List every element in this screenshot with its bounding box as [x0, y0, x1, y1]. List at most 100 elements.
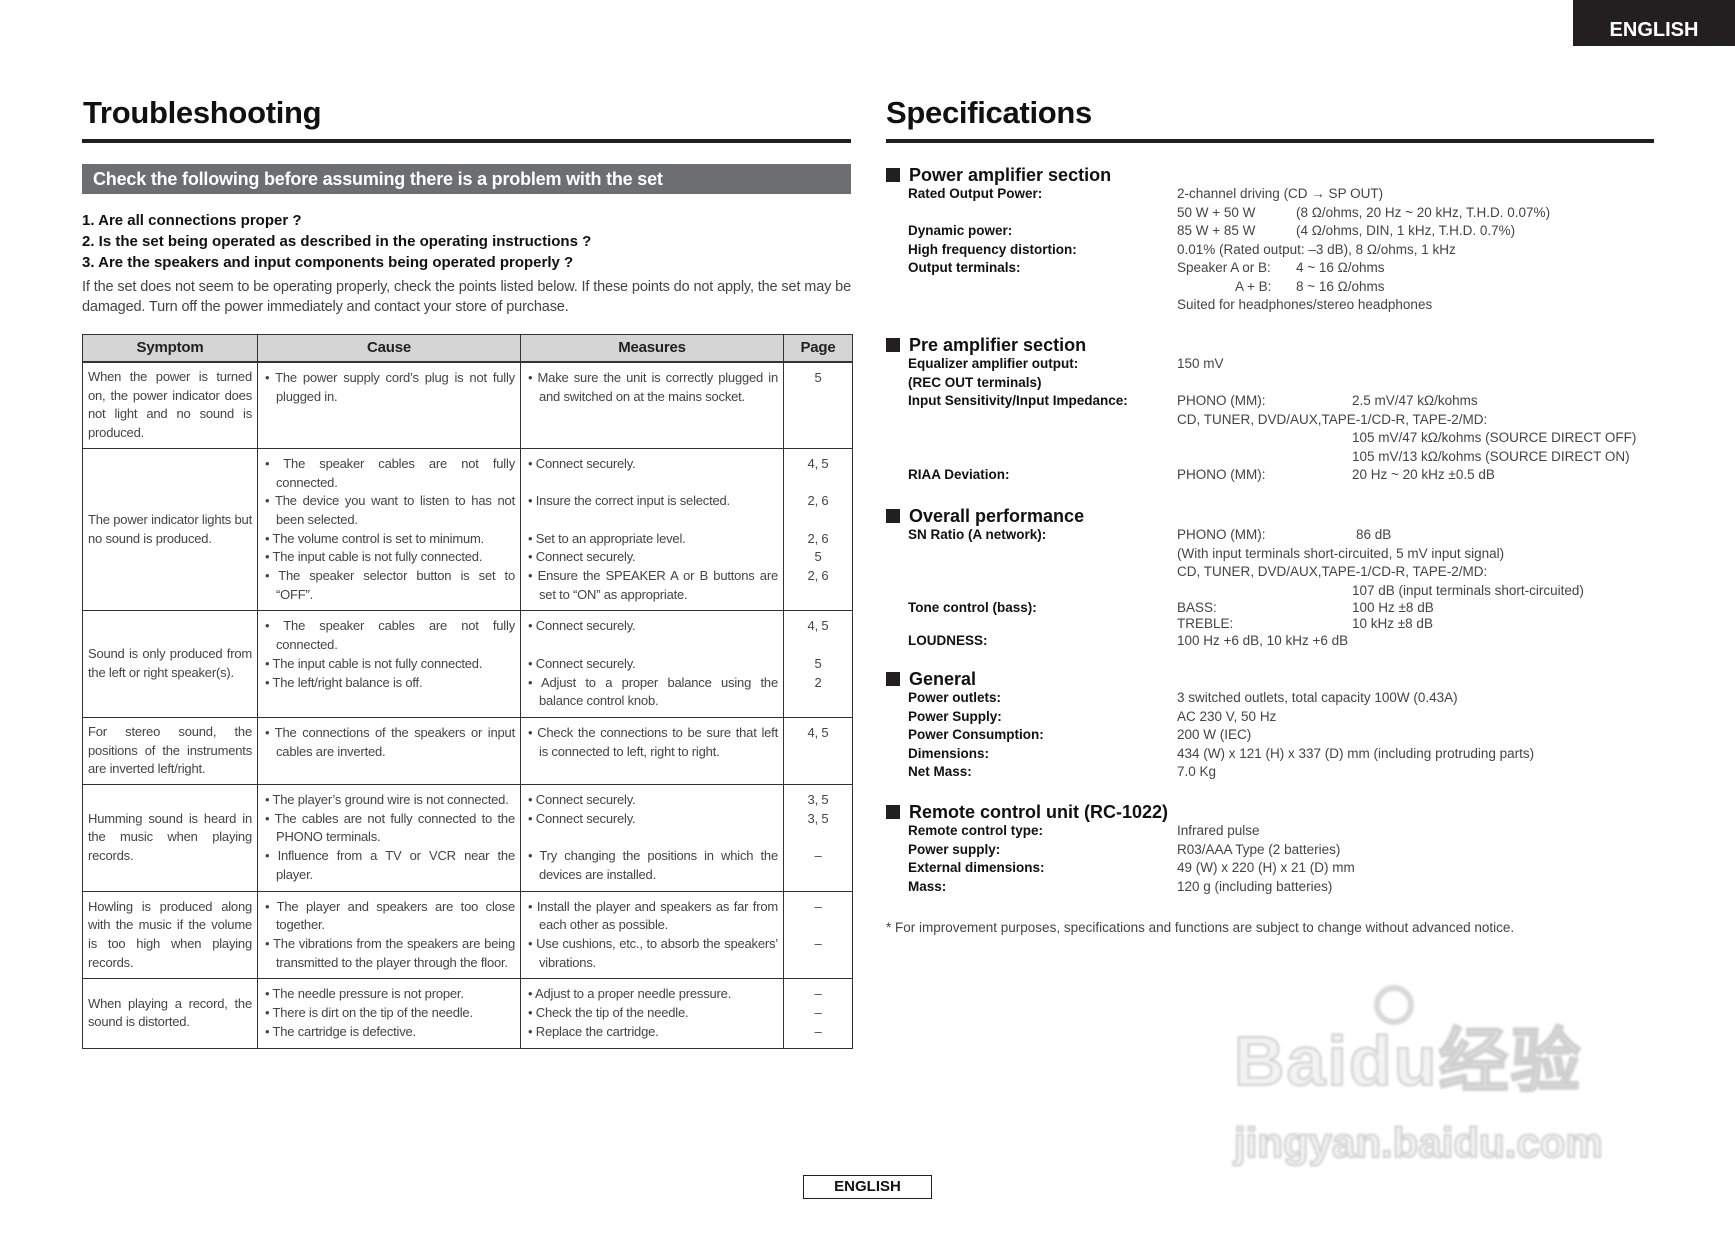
spec-label: Power outlets:: [908, 690, 1002, 705]
baidu-watermark: Baidu经验 jingyan.baidu.com: [1233, 985, 1654, 1180]
cause-cell: • The cables are not fully connected to …: [258, 809, 521, 848]
cause-cell: • The speaker selector button is set to …: [258, 567, 521, 611]
measure-cell: • Adjust to a proper balance using the b…: [521, 673, 784, 717]
measure-cell: • Connect securely.: [521, 785, 784, 810]
section-heading: Power amplifier section: [886, 165, 1706, 185]
spec-value: PHONO (MM):: [1177, 467, 1266, 482]
troubleshooting-title: Troubleshooting: [83, 95, 322, 130]
spec-value: 434 (W) x 121 (H) x 337 (D) mm (includin…: [1177, 745, 1535, 761]
square-bullet-icon: [886, 805, 900, 819]
page-cell: 2, 6: [807, 568, 829, 584]
spec-value: R03/AAA Type (2 batteries): [1177, 841, 1341, 857]
watermark-main: Baidu经验: [1233, 1022, 1583, 1100]
page-cell: 4, 5: [807, 618, 829, 634]
spec-label: SN Ratio (A network):: [908, 527, 1047, 542]
spec-value: 100 Hz ±8 dB: [1352, 600, 1434, 615]
spec-value: 8 ~ 16 Ω/ohms: [1296, 278, 1385, 294]
spec-row: Power Supply: AC 230 V, 50 Hz: [886, 708, 1706, 727]
page-cell: 2: [814, 674, 822, 690]
page-cell: –: [814, 986, 822, 1002]
cause-cell: • Influence from a TV or VCR near the pl…: [258, 847, 521, 891]
square-bullet-icon: [886, 672, 900, 686]
measure-cell: • Set to an appropriate level.: [521, 529, 784, 549]
measure-cell: • Connect securely.: [521, 809, 784, 848]
spec-label: Dynamic power:: [908, 223, 1013, 238]
footnote: * For improvement purposes, specificatio…: [886, 920, 1515, 935]
symptom-text: The power indicator lights but no sound …: [88, 511, 252, 546]
spec-value: 10 kHz ±8 dB: [1352, 616, 1433, 631]
square-bullet-icon: [886, 509, 900, 523]
spec-label: Power Consumption:: [908, 727, 1044, 742]
cause-cell: • The connections of the speakers or inp…: [258, 717, 521, 785]
spec-label: Equalizer amplifier output:: [908, 356, 1079, 371]
spec-value: 4 ~ 16 Ω/ohms: [1296, 260, 1385, 275]
header-measures: Measures: [521, 335, 784, 361]
page-cell: 4, 5: [807, 455, 829, 471]
cause-cell: • The power supply cord’s plug is not fu…: [258, 363, 521, 448]
measure-cell: • Ensure the SPEAKER A or B buttons are …: [521, 567, 784, 611]
spec-label: LOUDNESS:: [908, 633, 988, 648]
section-heading-text: Power amplifier section: [909, 165, 1112, 185]
measure-cell: • Check the connections to be sure that …: [521, 717, 784, 785]
spec-section-overall: Overall performance SN Ratio (A network)…: [886, 506, 1706, 651]
square-bullet-icon: [886, 168, 900, 182]
spec-value: PHONO (MM):: [1177, 527, 1266, 542]
table-header: Symptom Cause Measures Page: [83, 335, 852, 363]
section-heading-text: Overall performance: [909, 506, 1085, 526]
spec-label: Power Supply:: [908, 708, 1002, 724]
paw-logo-icon: [1374, 985, 1414, 1025]
symptom-text: Sound is only produced from the left or …: [88, 646, 252, 681]
spec-value: (8 Ω/ohms, 20 Hz ~ 20 kHz, T.H.D. 0.07%): [1296, 204, 1551, 220]
page-cell: 5: [814, 549, 822, 565]
spec-row: Mass: 120 g (including batteries): [886, 878, 1706, 897]
table-row: When the power is turned on, the power i…: [83, 363, 852, 449]
cause-cell: • The left/right balance is off.: [258, 673, 521, 717]
spec-row: Remote control type: Infrared pulse: [886, 822, 1706, 841]
cause-cell: • The volume control is set to minimum.: [258, 529, 521, 549]
measure-cell: • Connect securely.: [521, 611, 784, 655]
spec-value: CD, TUNER, DVD/AUX,TAPE-1/CD-R, TAPE-2/M…: [1177, 564, 1488, 579]
spec-value: 0.01% (Rated output: –3 dB), 8 Ω/ohms, 1…: [1177, 241, 1456, 257]
spec-value: 50 W + 50 W: [1177, 204, 1256, 220]
language-tab-label: ENGLISH: [1609, 19, 1699, 41]
spec-label: Rated Output Power:: [908, 186, 1043, 201]
spec-value: 3 switched outlets, total capacity 100W …: [1177, 690, 1458, 705]
symptom-cell: For stereo sound, the positions of the i…: [83, 717, 258, 785]
symptom-text: When the power is turned on, the power i…: [88, 369, 252, 441]
intro-paragraph: If the set does not seem to be operating…: [82, 279, 851, 315]
spec-label: Power supply:: [908, 841, 1001, 857]
spec-section-pre-amp: Pre amplifier section Equalizer amplifie…: [886, 335, 1706, 485]
table-row: When playing a record, the sound is dist…: [83, 979, 852, 1049]
language-tab: ENGLISH: [1573, 0, 1735, 46]
spec-label: Net Mass:: [908, 764, 972, 779]
spec-section-general: General Power outlets: 3 switched outlets…: [886, 669, 1706, 782]
spec-value: 120 g (including batteries): [1177, 878, 1333, 894]
footer-language-label: ENGLISH: [803, 1175, 932, 1199]
spec-value: Speaker A or B:: [1177, 260, 1271, 275]
checklist-item: 3. Are the speakers and input components…: [82, 254, 574, 271]
spec-value: (4 Ω/ohms, DIN, 1 kHz, T.H.D. 0.7%): [1296, 223, 1516, 238]
spec-row: Power outlets: 3 switched outlets, total …: [886, 689, 1706, 708]
measure-cell: • Try changing the positions in which th…: [521, 847, 784, 891]
cause-cell: • The input cable is not fully connected…: [258, 548, 521, 568]
page-cell: 5: [814, 370, 822, 385]
spec-label: Tone control (bass):: [908, 600, 1037, 615]
spec-value: Infrared pulse: [1177, 823, 1260, 838]
section-heading-text: General: [909, 669, 977, 689]
spec-row: Power Consumption: 200 W (IEC): [886, 726, 1706, 745]
cause-cell: • The device you want to listen to has n…: [258, 492, 521, 530]
checklist-item: 1. Are all connections proper ?: [82, 212, 302, 229]
spec-value: 20 Hz ~ 20 kHz ±0.5 dB: [1352, 467, 1495, 482]
spec-value: Suited for headphones/stereo headphones: [1177, 297, 1433, 312]
measure-cell: • Make sure the unit is correctly plugge…: [521, 363, 784, 448]
spec-label: Remote control type:: [908, 823, 1044, 838]
symptom-cell: When the power is turned on, the power i…: [83, 363, 258, 448]
watermark-sub: jingyan.baidu.com: [1233, 1119, 1604, 1167]
spec-value: (With input terminals short-circuited, 5…: [1177, 545, 1505, 561]
page-cell: 3, 5: [807, 792, 829, 808]
header-cause: Cause: [258, 335, 521, 361]
table-row: The power indicator lights but no sound …: [83, 448, 852, 612]
cause-cell: • The needle pressure is not proper.: [258, 979, 521, 1005]
page-cell: 2, 6: [807, 493, 829, 509]
section-heading: Remote control unit (RC-1022): [886, 802, 1706, 822]
